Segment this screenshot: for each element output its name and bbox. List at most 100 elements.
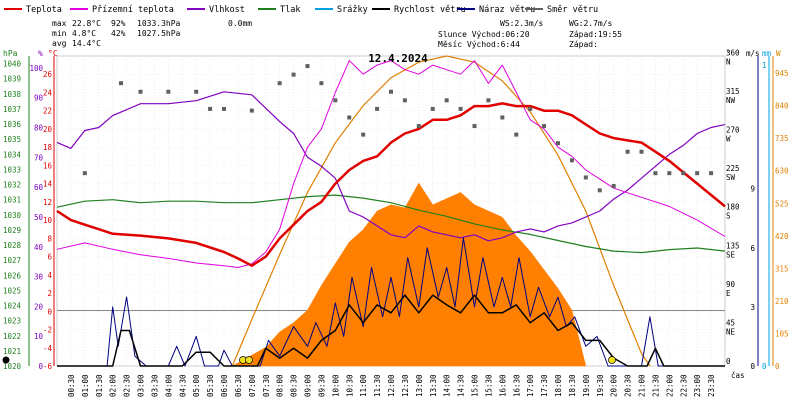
dir-tick-deg: 135 bbox=[726, 241, 740, 250]
time-tick-label: 01:00 bbox=[81, 374, 90, 397]
stats-min-hum: 42% bbox=[111, 29, 126, 38]
time-tick-label: 17:30 bbox=[540, 374, 549, 397]
wind-axis-unit: m/s bbox=[746, 49, 760, 58]
time-tick-label: 03:30 bbox=[150, 374, 159, 397]
dir-tick-deg: 315 bbox=[726, 87, 740, 96]
wind-tick-label: 9 bbox=[750, 185, 755, 194]
legend-label: Směr větru bbox=[547, 5, 598, 15]
dir-tick-deg: 90 bbox=[726, 280, 736, 289]
time-tick-label: 22:00 bbox=[665, 374, 674, 397]
time-tick-label: 09:00 bbox=[304, 374, 313, 397]
hpa-tick-label: 1039 bbox=[3, 75, 21, 84]
temp-tick-label: 22 bbox=[43, 107, 52, 116]
hpa-tick-label: 1038 bbox=[3, 90, 22, 99]
time-tick-label: 07:30 bbox=[262, 374, 271, 397]
time-tick-label: 22:30 bbox=[679, 374, 688, 397]
series-layer bbox=[56, 60, 726, 367]
dir-tick-name: W bbox=[726, 135, 731, 144]
time-tick-label: 02:30 bbox=[123, 374, 132, 397]
hpa-tick-label: 1025 bbox=[3, 286, 21, 295]
time-tick-label: 07:00 bbox=[248, 374, 257, 397]
time-tick-label: 10:00 bbox=[331, 374, 340, 397]
wind-direction-point bbox=[514, 132, 519, 137]
temp-tick-label: 10 bbox=[43, 216, 53, 225]
legend-label: Vlhkost bbox=[209, 5, 245, 15]
rain-tick-label: 0 bbox=[762, 362, 767, 371]
stats-max-press: 1033.3hPa bbox=[137, 19, 181, 28]
info-wg: WG:2.7m/s bbox=[569, 19, 613, 28]
wind-direction-point bbox=[653, 171, 658, 176]
stats-max-hum: 92% bbox=[111, 19, 126, 28]
chart-title: 12.4.2024 bbox=[368, 52, 428, 65]
hpa-tick-label: 1036 bbox=[3, 120, 22, 129]
wind-direction-point bbox=[695, 171, 700, 176]
time-tick-label: 13:00 bbox=[415, 374, 424, 397]
sun-tick-label: 630 bbox=[775, 167, 789, 176]
wind-direction-point bbox=[583, 175, 588, 180]
hum-tick-label: 70 bbox=[34, 153, 44, 162]
temp-tick-label: 0 bbox=[47, 307, 52, 316]
moon-phase-icon bbox=[2, 356, 10, 364]
stats-min-temp: 4.8°C bbox=[72, 29, 96, 38]
rain-tick-label: 1 bbox=[762, 61, 767, 70]
wind-direction-point bbox=[319, 81, 324, 86]
wind-direction-point bbox=[472, 124, 477, 129]
temp-tick-label: 4 bbox=[47, 271, 52, 280]
info-sun-set: Západ:19:55 bbox=[569, 30, 622, 39]
dir-tick-name: NE bbox=[726, 327, 736, 336]
stats-block: max min avg 22.8°C 4.8°C 14.4°C 92% 42% … bbox=[52, 19, 252, 48]
axes: hPa% °C1040103910381037103610351034103310… bbox=[3, 48, 789, 397]
hpa-tick-label: 1029 bbox=[3, 226, 21, 235]
wind-direction-point bbox=[486, 98, 491, 103]
temp-tick-label: -2 bbox=[43, 326, 52, 335]
info-moon-rise: Měsíc Východ:6:44 bbox=[438, 40, 520, 49]
sun-axis-unit: W bbox=[776, 49, 781, 58]
time-tick-label: 21:30 bbox=[651, 374, 660, 397]
wind-direction-point bbox=[305, 64, 310, 69]
wind-tick-label: 3 bbox=[750, 303, 755, 312]
time-tick-label: 10:30 bbox=[345, 374, 354, 397]
stats-min-press: 1027.5hPa bbox=[137, 29, 181, 38]
wind-direction-layer bbox=[82, 64, 714, 193]
temp-tick-label: 24 bbox=[43, 88, 53, 97]
temp-tick-label: 20 bbox=[43, 125, 53, 134]
time-tick-label: 04:30 bbox=[178, 374, 187, 397]
temp-tick-label: 12 bbox=[43, 198, 52, 207]
stats-avg-temp: 14.4°C bbox=[72, 39, 101, 48]
dir-tick-deg: 270 bbox=[726, 126, 740, 135]
wind-direction-point bbox=[138, 89, 143, 94]
rain-axis-unit: mm bbox=[762, 49, 772, 58]
wind-direction-point bbox=[222, 106, 226, 111]
legend-label: Tlak bbox=[280, 5, 300, 15]
hum-tick-label: 40 bbox=[34, 243, 44, 252]
time-tick-label: 18:00 bbox=[554, 374, 563, 397]
temp-tick-label: 6 bbox=[47, 253, 52, 262]
wind-direction-point bbox=[82, 171, 87, 176]
time-tick-label: 19:00 bbox=[582, 374, 591, 397]
dir-tick-deg: 225 bbox=[726, 164, 740, 173]
dir-tick-deg: 0 bbox=[726, 357, 731, 366]
hpa-tick-label: 1023 bbox=[3, 317, 21, 326]
wind-direction-point bbox=[416, 124, 421, 129]
info-sun-rise: Slunce Východ:06:20 bbox=[438, 30, 530, 39]
info-ws: WS:2.3m/s bbox=[500, 19, 544, 28]
time-tick-label: 08:00 bbox=[276, 374, 285, 397]
legend-label: Přízemní teplota bbox=[92, 5, 174, 15]
time-tick-label: 14:30 bbox=[457, 374, 466, 397]
sun-tick-label: 0 bbox=[775, 362, 780, 371]
hum-tick-label: 100 bbox=[29, 64, 43, 73]
temp-tick-label: 16 bbox=[43, 161, 53, 170]
wind-direction-point bbox=[249, 108, 254, 113]
temp-tick-label: -4 bbox=[43, 344, 53, 353]
hpa-tick-label: 1028 bbox=[3, 241, 22, 250]
time-tick-label: 03:00 bbox=[137, 374, 146, 397]
hum-tick-label: 20 bbox=[34, 302, 44, 311]
time-tick-label: 06:30 bbox=[234, 374, 243, 397]
hpa-tick-label: 1032 bbox=[3, 181, 21, 190]
wind-tick-label: 0 bbox=[750, 362, 755, 371]
dir-tick-name: N bbox=[726, 57, 731, 66]
time-tick-label: 12:00 bbox=[387, 374, 396, 397]
hum-tick-label: 50 bbox=[34, 213, 44, 222]
dir-tick-deg: 45 bbox=[726, 318, 735, 327]
wind-direction-point bbox=[208, 106, 213, 111]
